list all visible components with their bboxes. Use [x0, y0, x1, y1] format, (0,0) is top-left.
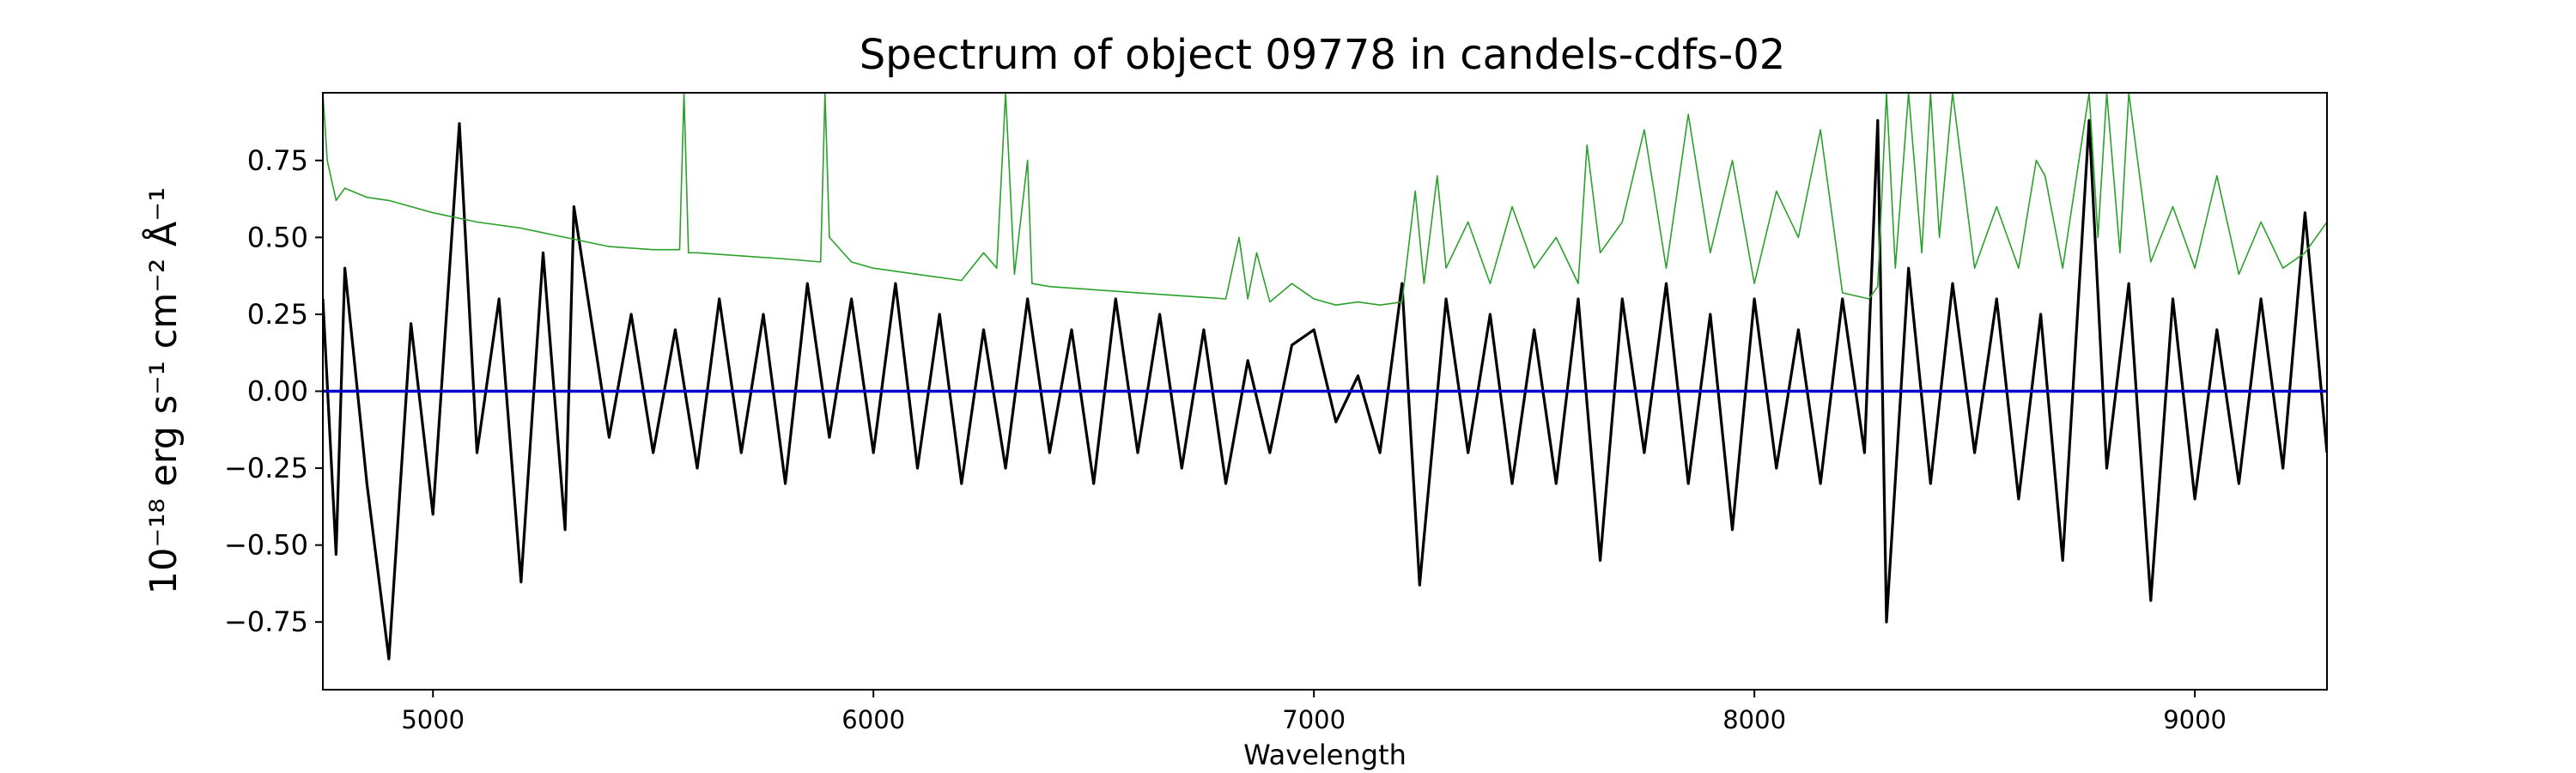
y-tick-label: −0.75 — [224, 606, 308, 638]
x-tick-label: 6000 — [841, 705, 905, 734]
y-axis: −0.75 −0.50 −0.25 0.00 0.25 0.50 0.75 — [224, 144, 323, 638]
x-axis: 5000 6000 7000 8000 9000 — [401, 690, 2227, 734]
y-tick-label: 0.25 — [247, 298, 308, 331]
noise-series-line — [323, 93, 2327, 307]
y-tick-label: 0.50 — [247, 221, 308, 253]
x-tick-label: 8000 — [1722, 705, 1786, 734]
flux-series-line — [323, 119, 2327, 660]
y-tick-label: 0.00 — [247, 375, 308, 408]
chart-title: Spectrum of object 09778 in candels-cdfs… — [860, 31, 1786, 79]
y-axis-label: 10⁻¹⁸ erg s⁻¹ cm⁻² Å⁻¹ — [142, 187, 185, 594]
x-tick-label: 9000 — [2163, 705, 2227, 734]
x-tick-label: 7000 — [1282, 705, 1346, 734]
x-axis-label: Wavelength — [1243, 739, 1406, 771]
plot-area — [322, 92, 2328, 691]
y-tick-label: 0.75 — [247, 144, 308, 177]
series-layer — [323, 93, 2327, 660]
x-tick-label: 5000 — [401, 705, 465, 734]
y-tick-label: −0.50 — [224, 529, 308, 562]
y-tick-label: −0.25 — [224, 452, 308, 484]
